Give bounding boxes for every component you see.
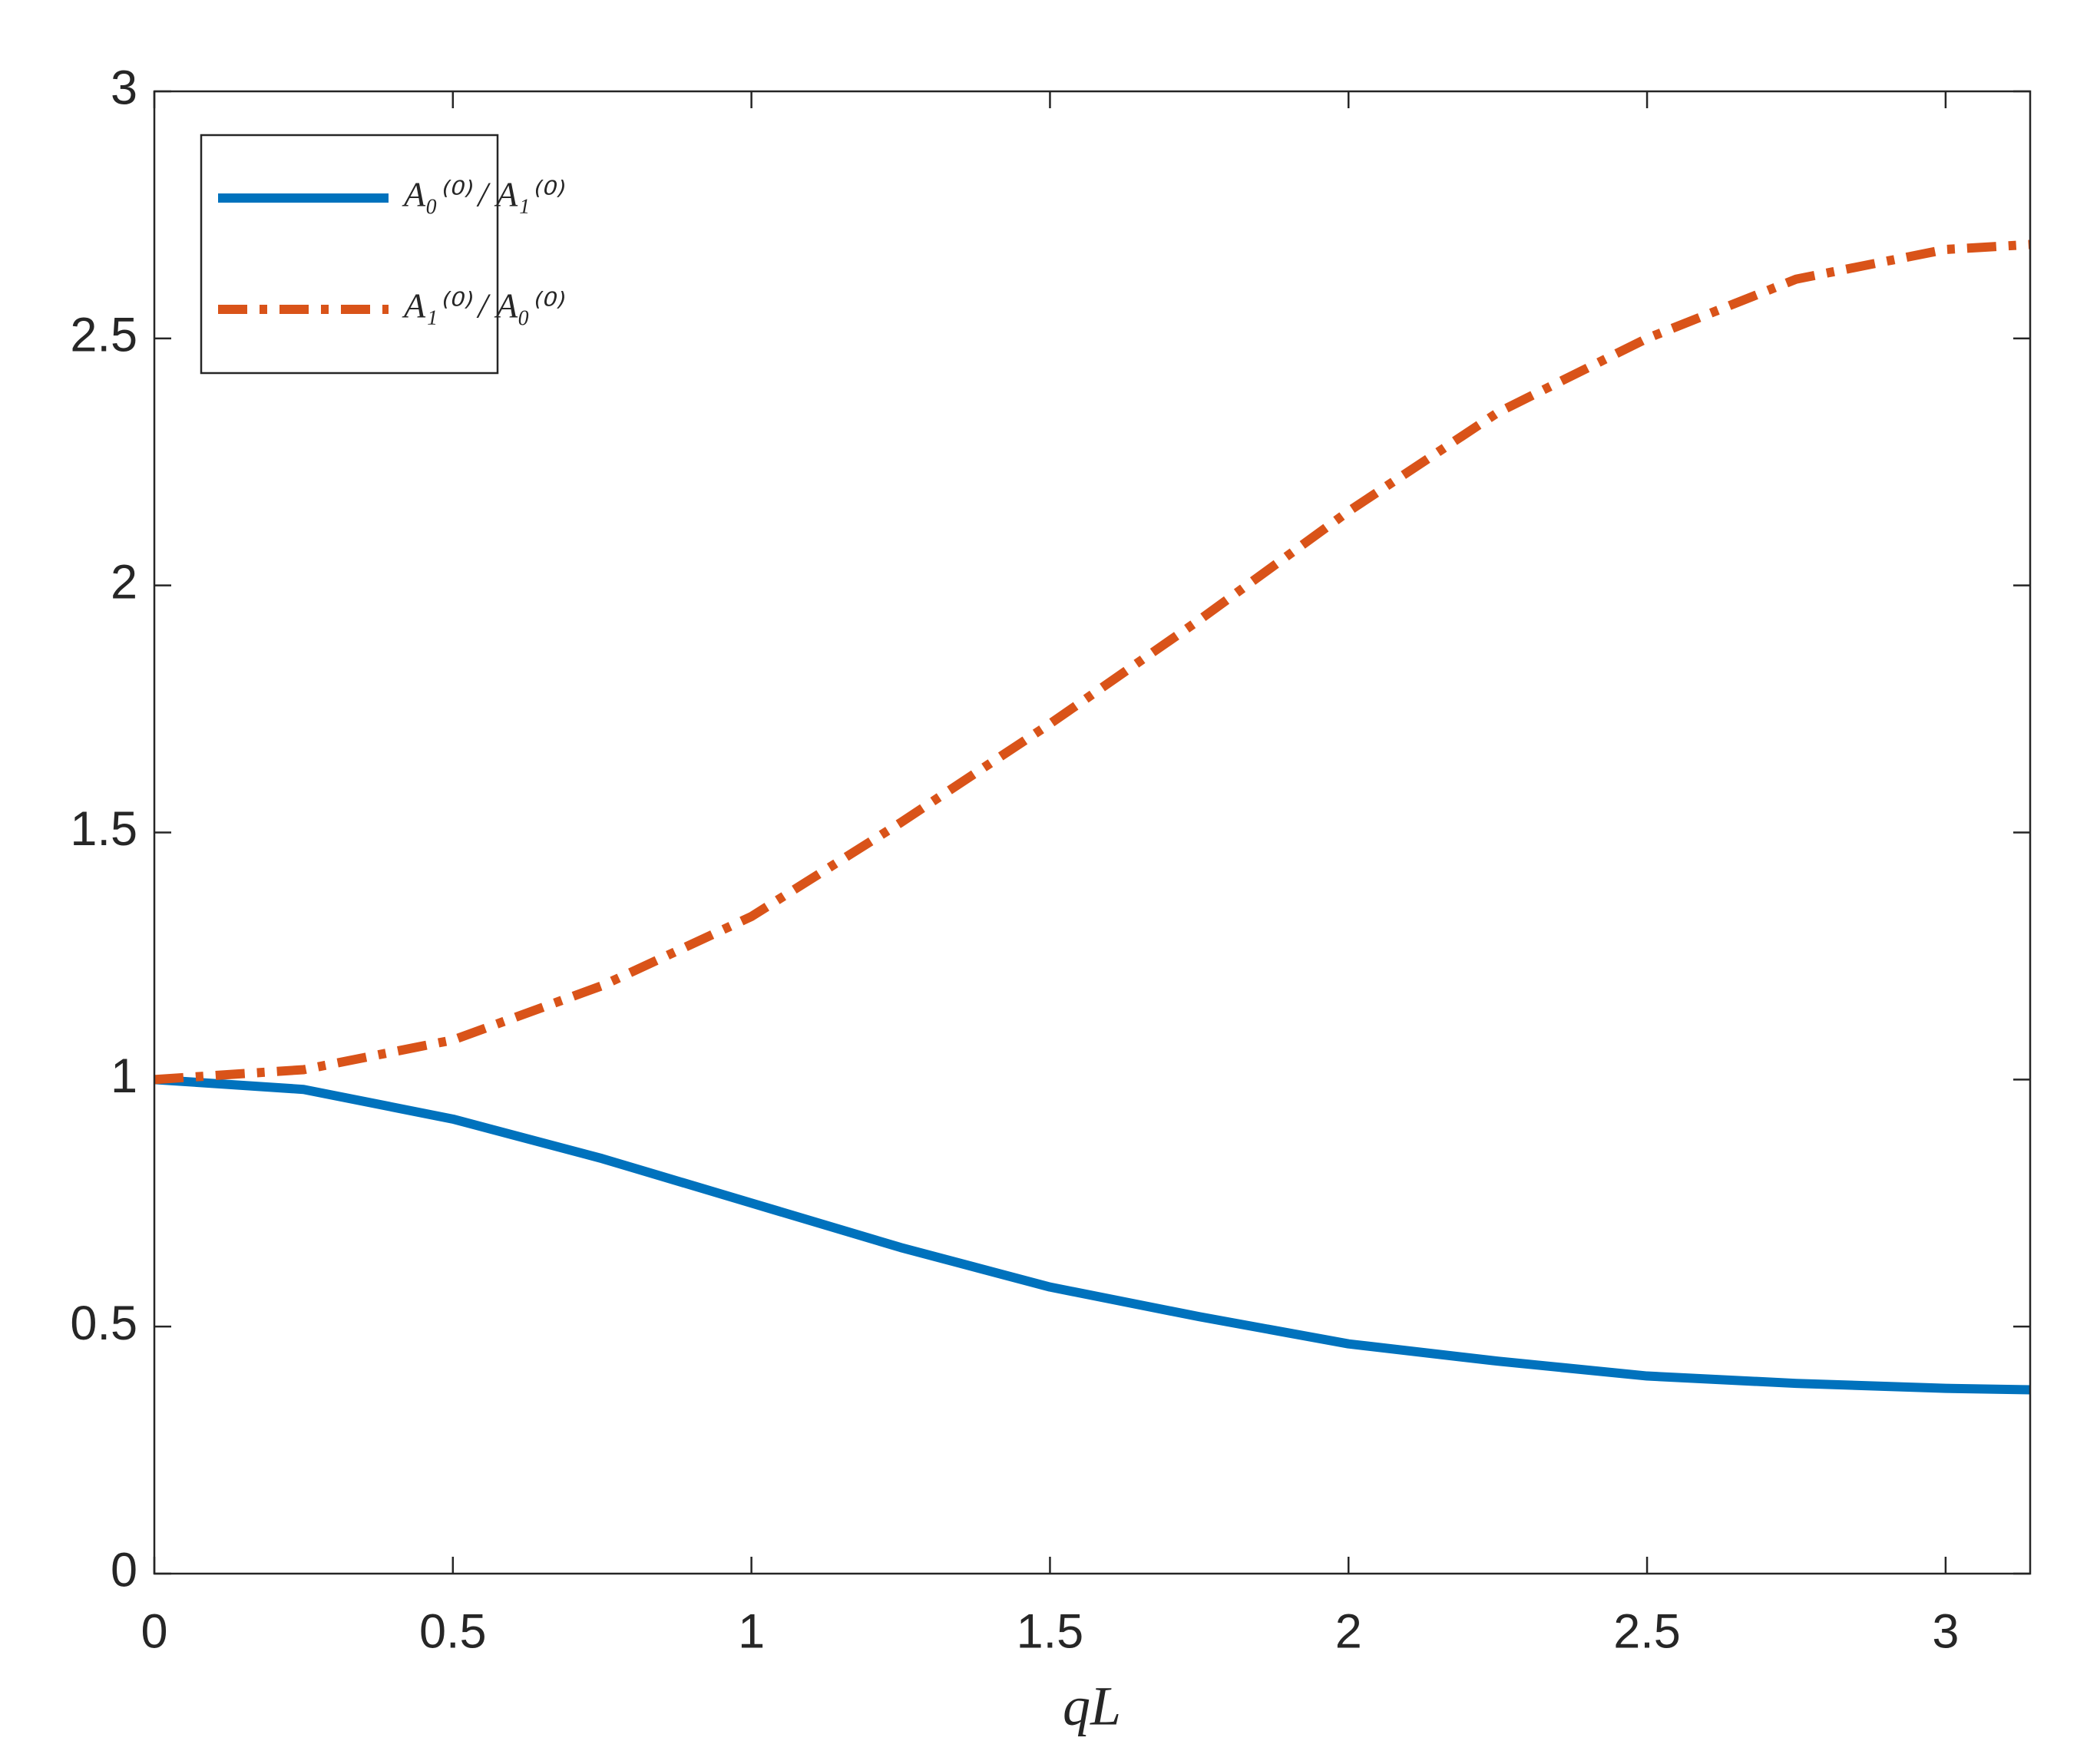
y-tick-label: 0.5 bbox=[70, 1297, 137, 1350]
plot-frame bbox=[153, 90, 2032, 1575]
x-tick-label: 3 bbox=[1932, 1605, 1959, 1659]
legend-label: A₀⁽⁰⁾ / A₁⁽⁰⁾ bbox=[402, 175, 565, 214]
x-tick-label: 1 bbox=[738, 1605, 765, 1659]
x-tick-label: 2 bbox=[1335, 1605, 1362, 1659]
y-tick-label: 1 bbox=[111, 1049, 137, 1103]
y-tick-label: 2.5 bbox=[70, 308, 137, 362]
x-tick-label: 0 bbox=[141, 1605, 167, 1659]
x-tick-label: 1.5 bbox=[1017, 1605, 1084, 1659]
y-tick-label: 1.5 bbox=[70, 802, 137, 856]
legend-label: A₁⁽⁰⁾ / A₀⁽⁰⁾ bbox=[402, 286, 565, 325]
data-line bbox=[154, 1075, 2031, 1395]
y-tick-label: 3 bbox=[111, 61, 137, 115]
x-tick-label: 0.5 bbox=[419, 1605, 487, 1659]
y-tick-label: 0 bbox=[111, 1544, 137, 1597]
x-tick-label: 2.5 bbox=[1613, 1605, 1681, 1659]
data-line bbox=[154, 239, 2031, 1085]
legend-box bbox=[200, 134, 499, 375]
x-axis-label: qL bbox=[1063, 1676, 1121, 1737]
y-tick-label: 2 bbox=[111, 555, 137, 609]
